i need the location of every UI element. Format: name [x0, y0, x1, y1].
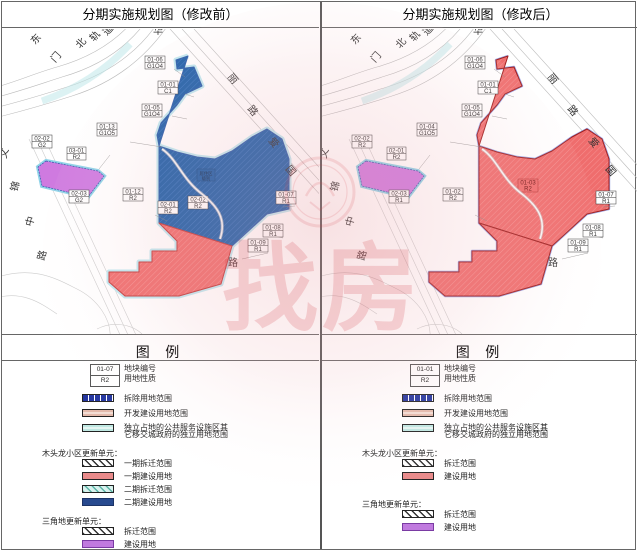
svg-text:R1: R1: [395, 198, 403, 204]
svg-text:G1O4: G1O4: [467, 64, 484, 70]
svg-text:01-01: 01-01: [160, 83, 176, 89]
svg-text:01-07: 01-07: [598, 193, 614, 199]
svg-text:G1O5: G1O5: [99, 131, 116, 137]
svg-text:丽: 丽: [225, 72, 240, 87]
svg-text:01-05: 01-05: [464, 106, 480, 112]
svg-text:北: 北: [73, 36, 89, 51]
svg-text:路: 路: [354, 249, 369, 262]
svg-text:中: 中: [342, 215, 357, 228]
svg-text:G1O5: G1O5: [419, 131, 436, 137]
svg-text:华: 华: [473, 29, 483, 37]
svg-text:02-03: 02-03: [391, 192, 407, 198]
svg-text:G1O4: G1O4: [147, 64, 164, 70]
svg-text:R2: R2: [129, 196, 137, 202]
svg-text:01-08: 01-08: [585, 226, 601, 232]
svg-text:01-06: 01-06: [467, 58, 483, 64]
svg-text:01-09: 01-09: [250, 241, 266, 247]
svg-text:路: 路: [228, 256, 238, 269]
svg-text:R1: R1: [589, 232, 597, 238]
svg-text:R1: R1: [282, 199, 290, 205]
svg-text:R2: R2: [449, 196, 457, 202]
svg-text:C1: C1: [164, 89, 172, 95]
svg-text:01-08: 01-08: [265, 226, 281, 232]
svg-text:路: 路: [548, 256, 558, 269]
svg-text:北: 北: [393, 36, 409, 51]
svg-text:G2: G2: [75, 198, 84, 204]
svg-text:01-01: 01-01: [480, 83, 496, 89]
svg-text:01-13: 01-13: [99, 125, 115, 131]
svg-text:01-04: 01-04: [419, 125, 435, 131]
svg-text:03-01: 03-01: [69, 149, 85, 155]
svg-text:级别: 级别: [202, 175, 211, 182]
svg-text:华: 华: [153, 29, 163, 37]
svg-text:文: 文: [322, 147, 331, 160]
svg-text:02-02: 02-02: [34, 137, 50, 143]
svg-text:C1: C1: [484, 89, 492, 95]
svg-text:02-02: 02-02: [190, 198, 206, 204]
svg-text:02-01: 02-01: [160, 203, 176, 209]
svg-text:R2: R2: [73, 155, 81, 161]
svg-text:路: 路: [34, 249, 49, 262]
svg-text:02-02: 02-02: [354, 137, 370, 143]
svg-text:G1O4: G1O4: [144, 112, 161, 118]
svg-text:01-09: 01-09: [570, 241, 586, 247]
svg-text:02-01: 02-01: [389, 149, 405, 155]
svg-text:门: 门: [48, 49, 64, 65]
svg-text:01-07: 01-07: [278, 193, 294, 199]
svg-text:01-06: 01-06: [147, 58, 163, 64]
svg-text:R1: R1: [269, 232, 277, 238]
svg-text:锦: 锦: [7, 180, 22, 193]
svg-text:R2: R2: [194, 204, 202, 210]
svg-text:路: 路: [245, 103, 261, 119]
svg-text:01-12: 01-12: [125, 190, 141, 196]
svg-text:01-02: 01-02: [445, 190, 461, 196]
svg-text:G2: G2: [38, 143, 47, 149]
svg-text:路: 路: [565, 103, 581, 119]
svg-text:G1O4: G1O4: [464, 112, 481, 118]
svg-text:R1: R1: [602, 199, 610, 205]
svg-text:R2: R2: [393, 155, 401, 161]
svg-text:R2: R2: [524, 187, 532, 193]
svg-text:门: 门: [368, 49, 384, 65]
svg-text:R1: R1: [574, 247, 582, 253]
svg-text:01-05: 01-05: [144, 106, 160, 112]
svg-text:02-03: 02-03: [71, 192, 87, 198]
svg-text:东: 东: [348, 31, 364, 47]
svg-text:文: 文: [2, 147, 11, 160]
svg-text:R2: R2: [164, 209, 172, 215]
svg-text:R2: R2: [358, 143, 366, 149]
svg-text:中: 中: [22, 215, 37, 228]
svg-text:R1: R1: [254, 247, 262, 253]
svg-text:东: 东: [28, 31, 44, 47]
svg-text:锦: 锦: [327, 180, 342, 193]
svg-text:丽: 丽: [545, 72, 560, 87]
